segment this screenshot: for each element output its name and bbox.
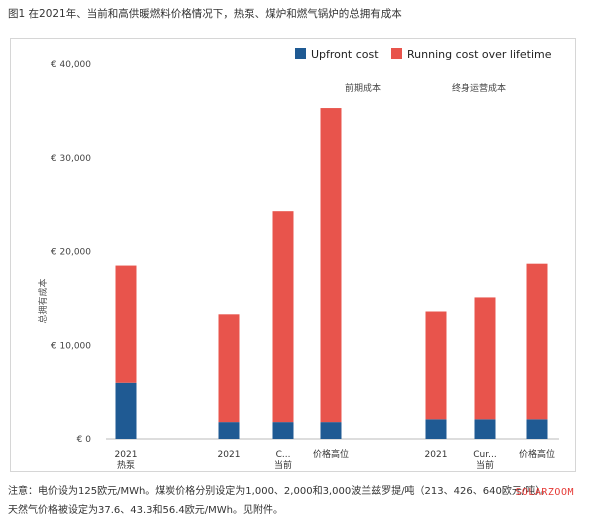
x-category-sublabel: 热泵 [117, 459, 135, 471]
x-category-label: 2021 [425, 450, 448, 460]
bar-running [320, 108, 342, 423]
bar-upfront [320, 422, 342, 439]
x-category-label: 价格高位 [313, 448, 349, 460]
bar-upfront [218, 422, 240, 439]
bar-running [272, 211, 294, 423]
y-axis-label: 总拥有成本 [37, 278, 49, 323]
legend-swatch-upfront [295, 48, 306, 59]
bar-running [474, 297, 496, 420]
x-category-label: Cur... [473, 450, 496, 460]
bar-running [115, 265, 137, 383]
bar-upfront [474, 419, 496, 439]
x-category-label: 2021 [218, 450, 241, 460]
bar-upfront [526, 419, 548, 439]
y-tick-label: € 0 [77, 435, 92, 445]
section-label-running: 终身运营成本 [452, 82, 506, 94]
bar-running [425, 311, 447, 420]
notes-line-2: 天然气价格被设定为37.6、43.3和56.4欧元/MWh。见附件。 [8, 505, 284, 516]
section-label-upfront: 前期成本 [345, 82, 381, 94]
legend-label-running: Running cost over lifetime [407, 48, 552, 61]
legend-label-upfront: Upfront cost [311, 48, 379, 61]
y-tick-label: € 20,000 [51, 248, 91, 258]
x-category-label: 价格高位 [519, 448, 555, 460]
bar-upfront [272, 422, 294, 439]
y-tick-label: € 30,000 [51, 154, 91, 164]
x-category-sublabel: 当前 [476, 459, 494, 471]
figure-caption: 图1 在2021年、当前和高供暖燃料价格情况下，热泵、煤炉和燃气锅炉的总拥有成本 [8, 8, 402, 20]
legend-swatch-running [391, 48, 402, 59]
x-category-label: C... [276, 450, 291, 460]
bar-upfront [115, 382, 137, 439]
stacked-bar-chart: € 0 € 10,000 € 20,000 € 30,000 € 40,000 总拥有成本… [37, 48, 559, 471]
x-category-label: 2021 [115, 450, 138, 460]
bar-running [218, 314, 240, 423]
y-tick-label: € 10,000 [51, 341, 91, 351]
chart-frame: € 0 € 10,000 € 20,000 € 30,000 € 40,000 总拥有成本… [10, 38, 576, 472]
watermark-logo: SOLARZOOM [515, 487, 574, 498]
bar-upfront [425, 419, 447, 439]
x-category-sublabel: 当前 [274, 459, 292, 471]
y-tick-label: € 40,000 [51, 60, 91, 70]
notes-line-1: 注意：电价设为125欧元/MWh。煤炭价格分别设定为1,000、2,000和3,… [8, 486, 551, 497]
bar-running [526, 263, 548, 420]
